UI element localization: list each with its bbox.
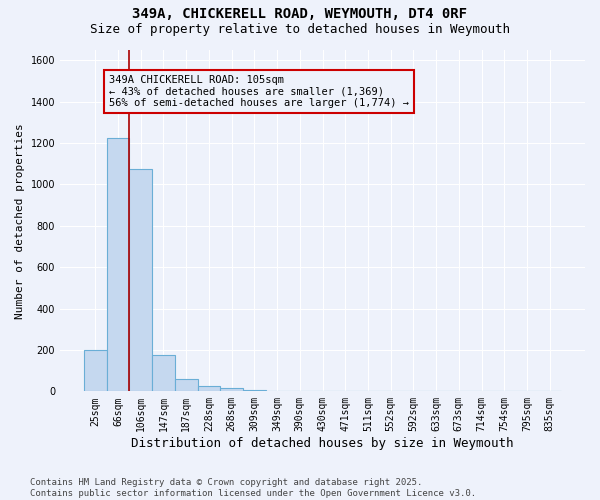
- Text: Size of property relative to detached houses in Weymouth: Size of property relative to detached ho…: [90, 22, 510, 36]
- Text: 349A, CHICKERELL ROAD, WEYMOUTH, DT4 0RF: 349A, CHICKERELL ROAD, WEYMOUTH, DT4 0RF: [133, 8, 467, 22]
- X-axis label: Distribution of detached houses by size in Weymouth: Distribution of detached houses by size …: [131, 437, 514, 450]
- Bar: [220, 388, 243, 392]
- Y-axis label: Number of detached properties: Number of detached properties: [15, 123, 25, 318]
- Bar: [152, 355, 175, 392]
- Bar: [197, 386, 220, 392]
- Bar: [84, 350, 107, 392]
- Text: Contains HM Land Registry data © Crown copyright and database right 2025.
Contai: Contains HM Land Registry data © Crown c…: [30, 478, 476, 498]
- Text: 349A CHICKERELL ROAD: 105sqm
← 43% of detached houses are smaller (1,369)
56% of: 349A CHICKERELL ROAD: 105sqm ← 43% of de…: [109, 75, 409, 108]
- Bar: [175, 379, 197, 392]
- Bar: [107, 138, 130, 392]
- Bar: [130, 169, 152, 392]
- Bar: [243, 390, 266, 392]
